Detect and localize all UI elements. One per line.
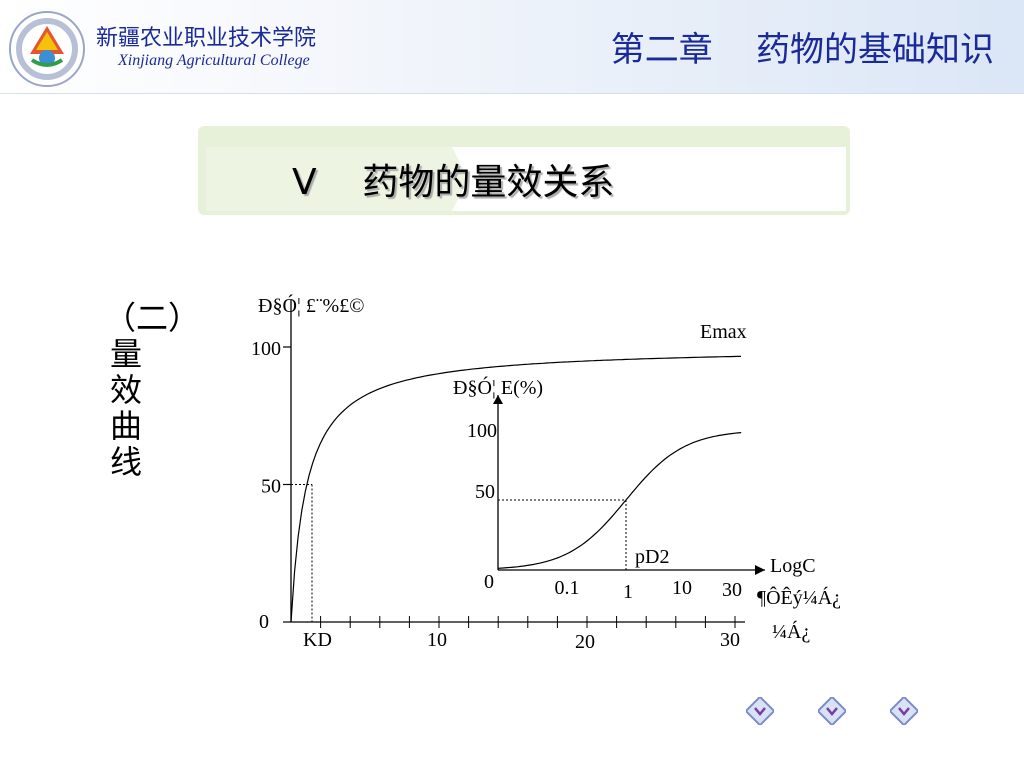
x-tick-label: 10	[427, 629, 447, 651]
slide-title: V 药物的量效关系	[292, 162, 615, 203]
inset-x-tick-label: 10	[672, 577, 692, 599]
y-tick-label: 0	[259, 611, 269, 633]
x-tick-label-kd: KD	[303, 629, 332, 651]
emax-label: Emax	[700, 321, 747, 343]
inset-x-tick-label: 0.1	[555, 577, 580, 599]
inset-origin-label: 0	[484, 571, 494, 593]
y-axis-label: Ð§Ó¦ £¨%£©	[258, 293, 364, 317]
inset-x-tick-label: 30	[722, 579, 742, 601]
inset-x-arrow	[755, 565, 765, 575]
inset-y-arrow	[493, 395, 503, 404]
inset-x-tick-label: 1	[623, 581, 633, 603]
log-dose-effect-curve	[497, 432, 742, 569]
header-bar: 新疆农业职业技术学院 Xinjiang Agricultural College…	[0, 0, 1024, 94]
pd2-label: pD2	[635, 546, 669, 568]
dose-effect-curve	[290, 355, 741, 623]
x-axis-label: ¼Á¿	[772, 620, 810, 643]
nav-previous-icon[interactable]	[746, 697, 774, 725]
y-tick-label: 50	[261, 476, 281, 498]
nav-next-icon[interactable]	[890, 697, 918, 725]
nav-home-icon[interactable]	[818, 697, 846, 725]
chapter-title: 第二章 药物的基础知识	[610, 30, 994, 70]
x-tick-label: 30	[720, 629, 740, 651]
college-name-cn: 新疆农业职业技术学院	[96, 26, 317, 51]
inset-y-tick-label: 100	[467, 420, 497, 442]
x-tick-label: 20	[575, 631, 595, 653]
log-dose-effect-curve-chart: 0 100 50 0.1 1 10 30 Ð§Ó¦ E(%) LogC ¶ÔÊý¼Á¿ pD2	[453, 375, 841, 609]
inset-y-axis-label: Ð§Ó¦ E(%)	[453, 375, 543, 399]
y-tick-label: 100	[251, 338, 281, 360]
banner-arrow-shape	[206, 147, 468, 211]
college-logo-icon	[9, 11, 85, 87]
college-name-en: Xinjiang Agricultural College	[118, 52, 310, 69]
inset-y-tick-label: 50	[475, 481, 495, 503]
inset-x-axis-label-2: ¶ÔÊý¼Á¿	[757, 585, 841, 609]
inset-x-axis-label: LogC	[770, 555, 816, 577]
